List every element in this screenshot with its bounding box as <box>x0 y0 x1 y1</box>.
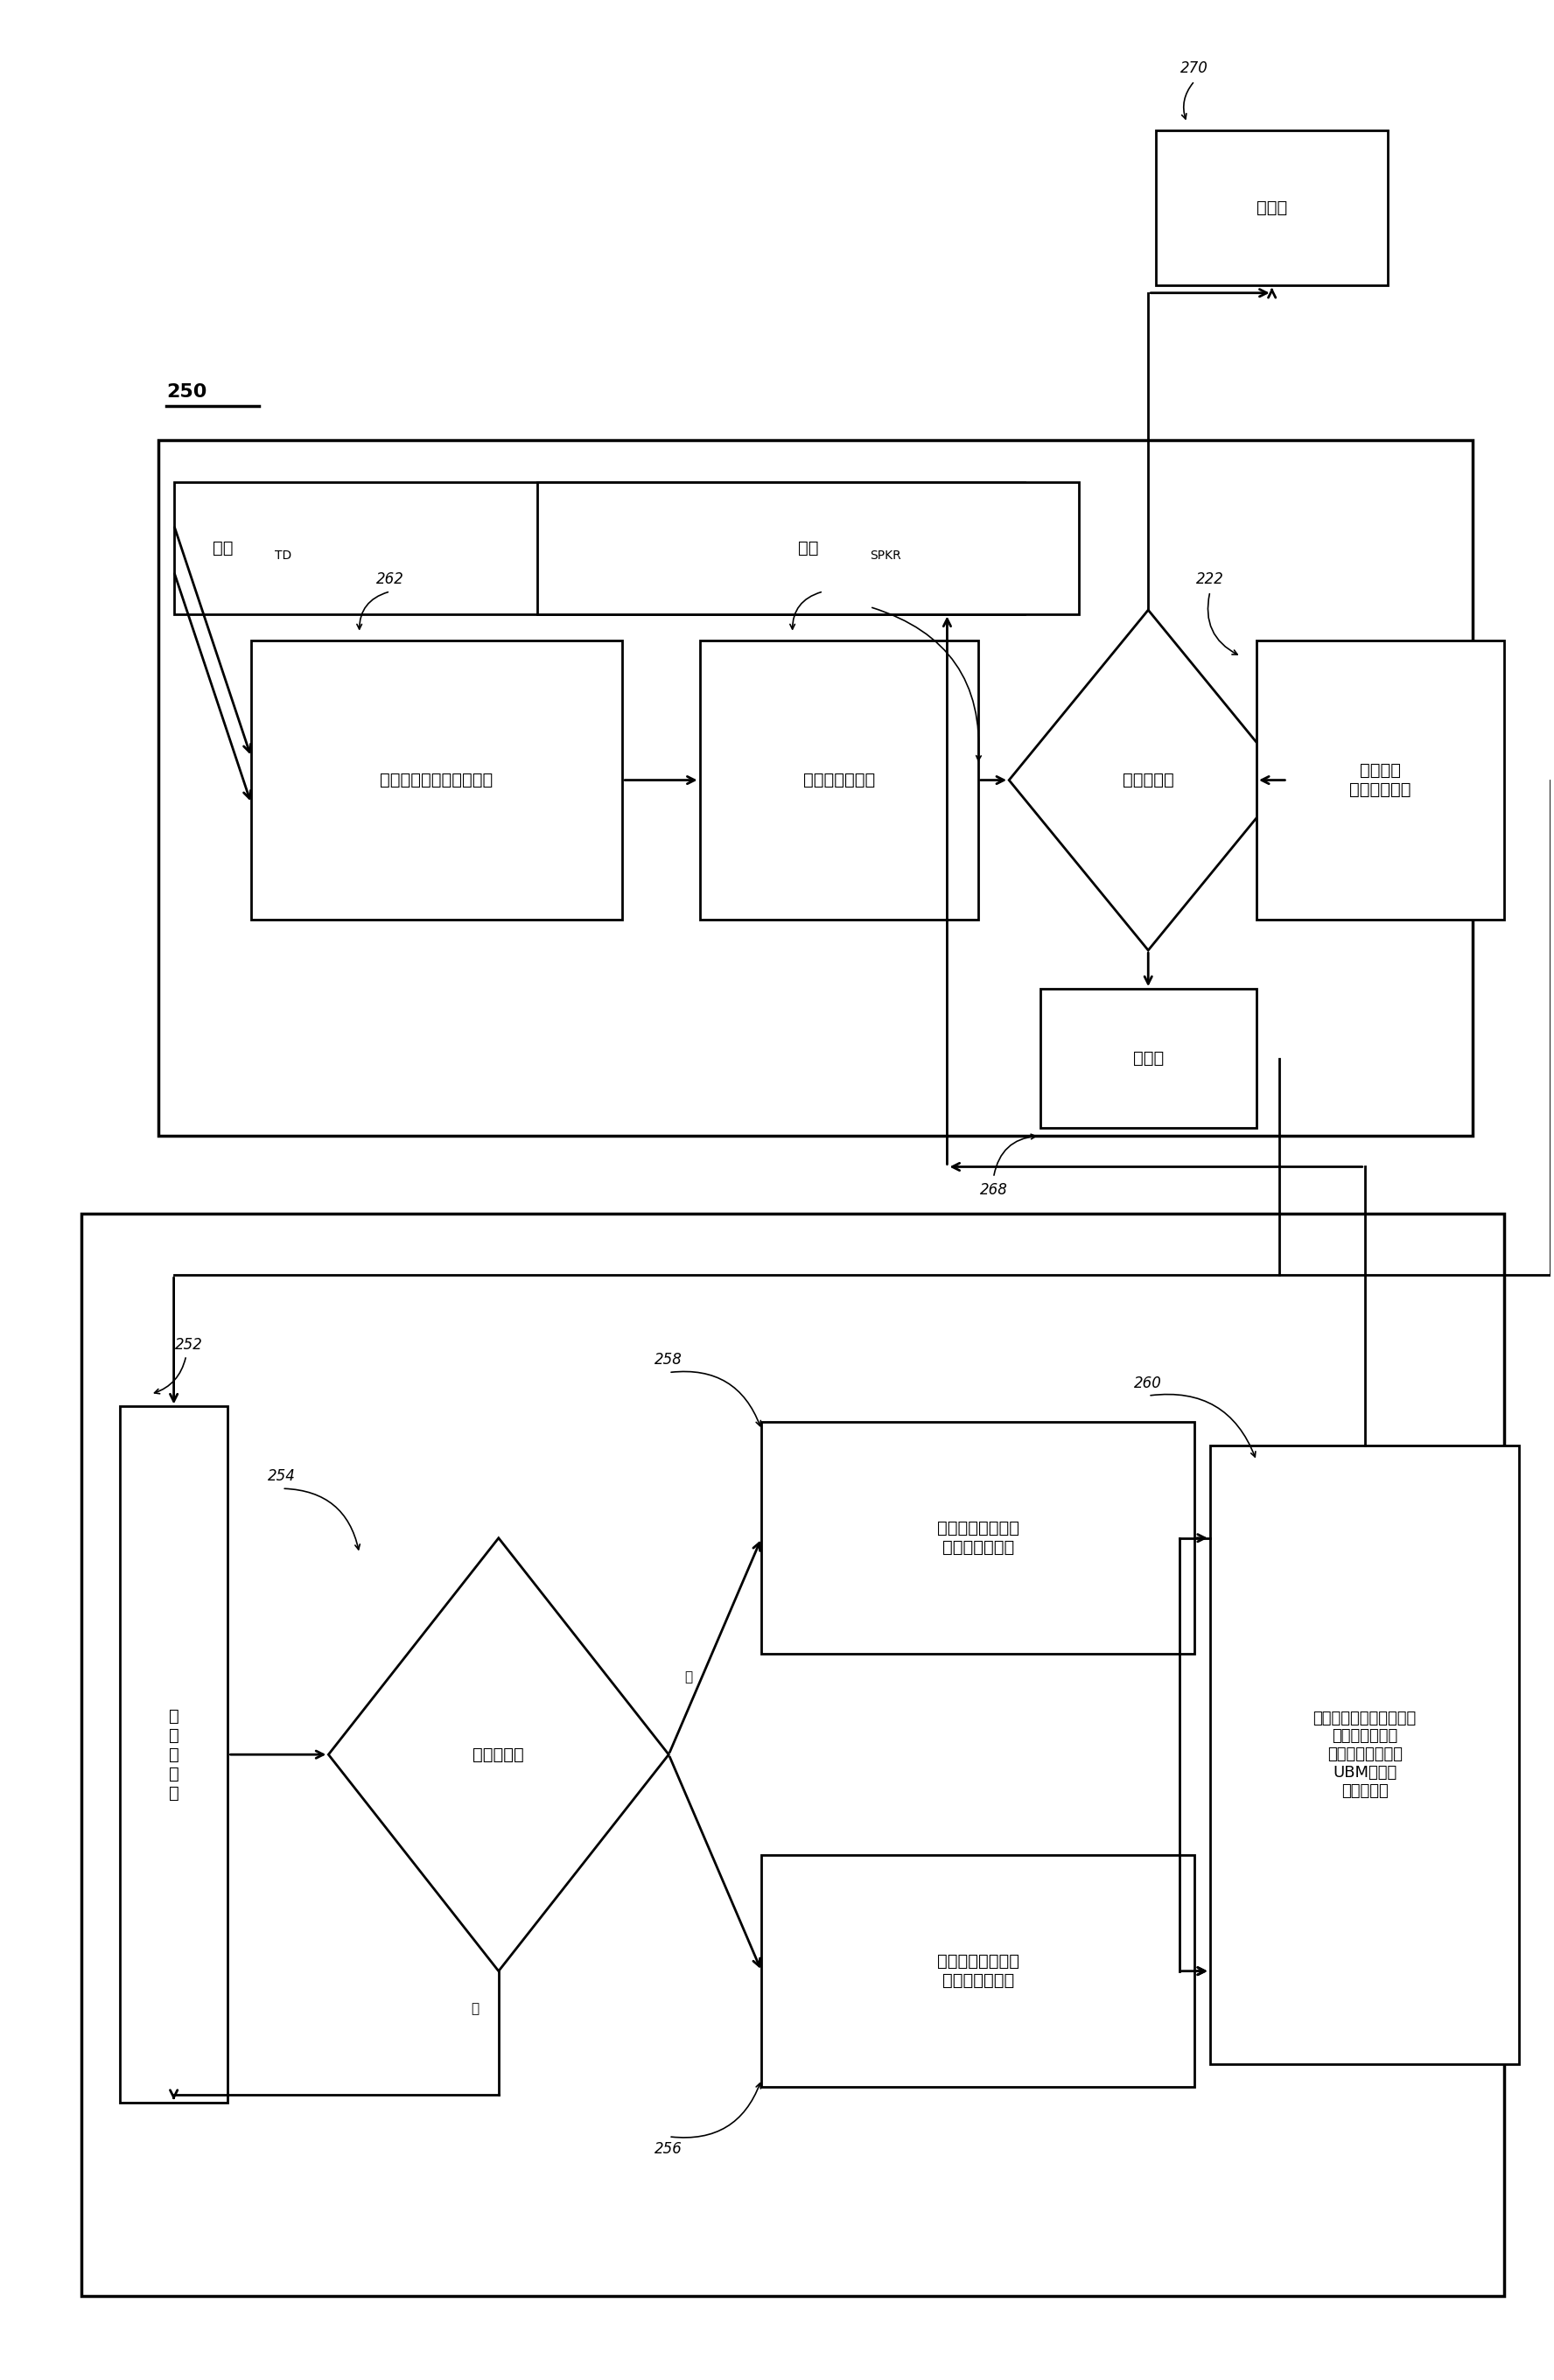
Text: SPKR: SPKR <box>870 550 901 562</box>
Text: 不明确：
请求新的话语: 不明确： 请求新的话语 <box>1349 762 1411 797</box>
Bar <box>761 1854 1195 2087</box>
Text: 262: 262 <box>376 571 404 588</box>
Text: 252: 252 <box>176 1338 204 1352</box>
Text: 施加与说话者验证相关的
标准化以确定用
于说话者验证的与
UBM无关的
标准化分数: 施加与说话者验证相关的 标准化以确定用 于说话者验证的与 UBM无关的 标准化分… <box>1313 1711 1417 1799</box>
Bar <box>538 483 1078 614</box>
Text: 256: 256 <box>654 2142 682 2156</box>
Text: 222: 222 <box>1197 571 1225 588</box>
Text: 确定与文本无关的
说话者验证分数: 确定与文本无关的 说话者验证分数 <box>937 1954 1019 1990</box>
Text: 258: 258 <box>654 1352 682 1368</box>
Text: 268: 268 <box>979 1183 1007 1197</box>
Text: 分数: 分数 <box>797 540 819 557</box>
Polygon shape <box>328 1537 668 1971</box>
Bar <box>81 1214 1504 2297</box>
Text: 确定说话者验证: 确定说话者验证 <box>803 771 875 788</box>
Text: 收到话语？: 收到话语？ <box>472 1747 524 1764</box>
Bar <box>1040 990 1257 1128</box>
Text: 否: 否 <box>471 2002 479 2016</box>
Text: 被拒绝: 被拒绝 <box>1257 200 1287 217</box>
Bar <box>1257 640 1504 919</box>
Text: 270: 270 <box>1181 60 1209 76</box>
Text: 266: 266 <box>856 585 884 602</box>
Bar <box>159 440 1473 1135</box>
Bar <box>699 640 977 919</box>
Text: 被接受: 被接受 <box>1133 1050 1164 1066</box>
Text: 264: 264 <box>810 571 838 588</box>
Bar <box>252 640 622 919</box>
Bar <box>174 483 1024 614</box>
Text: 260: 260 <box>1134 1376 1162 1390</box>
Text: 254: 254 <box>269 1468 295 1483</box>
Text: 250: 250 <box>166 383 207 402</box>
Text: 是: 是 <box>684 1671 692 1683</box>
Text: 说
话
者
验
证: 说 话 者 验 证 <box>169 1709 179 1802</box>
Text: 映射到决策: 映射到决策 <box>1122 771 1173 788</box>
Text: 分数: 分数 <box>213 540 233 557</box>
Polygon shape <box>1009 609 1287 950</box>
Text: 确定决策树分类评分函数: 确定决策树分类评分函数 <box>381 771 493 788</box>
Bar <box>1156 131 1388 286</box>
Text: 确定与文本相关的
说话者验证分数: 确定与文本相关的 说话者验证分数 <box>937 1521 1019 1557</box>
Bar <box>1211 1445 1520 2063</box>
Bar <box>120 1407 228 2102</box>
Bar <box>761 1421 1195 1654</box>
Text: TD: TD <box>275 550 291 562</box>
